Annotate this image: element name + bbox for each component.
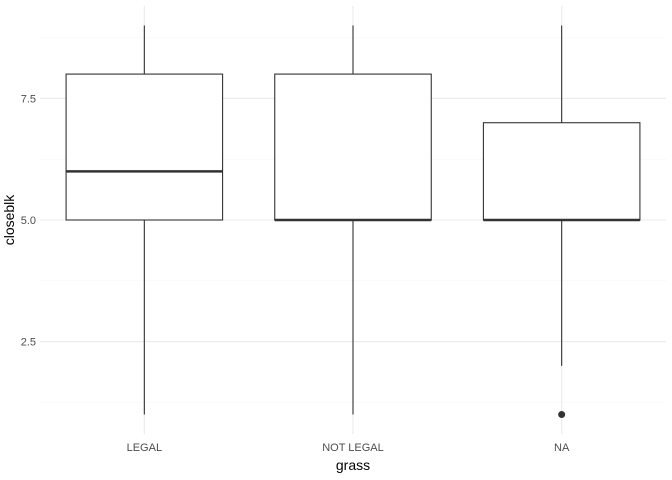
y-tick-label: 5.0 [21, 215, 36, 227]
y-axis-ticks: 2.5 5.0 7.5 [21, 93, 36, 348]
box-legal [65, 25, 224, 415]
box-body [274, 73, 432, 221]
x-axis-title: grass [336, 457, 370, 473]
box-body [65, 73, 224, 221]
x-axis-ticks: LEGAL NOT LEGAL NA [127, 442, 570, 454]
box-na [482, 25, 641, 419]
y-axis-title: closeblk [1, 194, 17, 246]
x-tick-label: LEGAL [127, 442, 162, 454]
boxes-layer [65, 25, 641, 419]
y-tick-label: 7.5 [21, 93, 36, 105]
y-tick-label: 2.5 [21, 337, 36, 349]
box-body [482, 122, 641, 221]
box-not-legal [274, 25, 432, 415]
x-tick-label: NOT LEGAL [322, 442, 384, 454]
outlier-point [558, 411, 566, 419]
x-tick-label: NA [554, 442, 570, 454]
